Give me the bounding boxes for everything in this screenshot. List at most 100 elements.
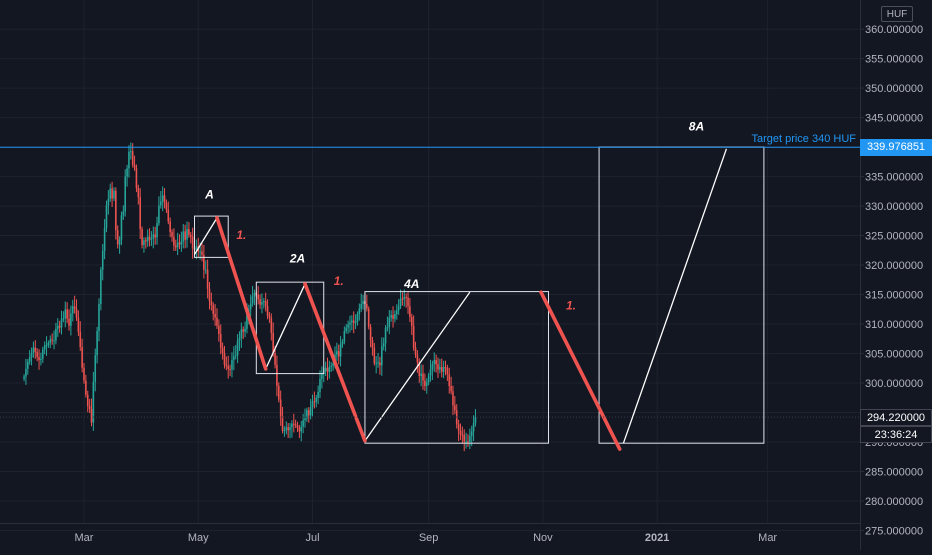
annotation-label: 1. [334, 274, 344, 288]
candle-up [204, 269, 207, 271]
candle-up [100, 269, 102, 304]
trendline-white [265, 283, 306, 370]
candle-down [66, 309, 68, 319]
candle-up [351, 320, 353, 323]
candle-up [328, 367, 331, 372]
candle-up [28, 357, 31, 362]
candle-up [403, 296, 406, 300]
candle-up [122, 211, 125, 216]
candle-up [354, 321, 357, 323]
candle-up [62, 318, 65, 320]
time-axis-label: May [188, 532, 209, 544]
range-box [364, 291, 550, 444]
candle-down [463, 434, 466, 442]
candle-up [199, 251, 201, 253]
candle-down [281, 416, 284, 431]
candle-down [229, 368, 231, 370]
candle-up [300, 426, 303, 432]
candle-up [465, 441, 467, 443]
candle-down [77, 317, 80, 332]
candle-down [219, 334, 222, 348]
candle-down [379, 362, 381, 366]
candle-up [246, 314, 248, 329]
candle-down [266, 306, 269, 316]
candle-down [292, 423, 295, 425]
candle-up [384, 328, 387, 344]
candle-down [184, 231, 186, 240]
candle-up [382, 343, 385, 347]
candle-up [425, 382, 428, 386]
candle-down [444, 367, 447, 369]
currency-label[interactable]: HUF [881, 6, 913, 22]
candle-up [49, 339, 52, 343]
candle-up [289, 427, 291, 431]
candle-down [223, 352, 226, 365]
candle-down [422, 373, 424, 381]
candle-up [231, 360, 233, 370]
candle-up [71, 306, 74, 314]
candle-up [362, 301, 364, 304]
candle-down [154, 234, 156, 238]
candle-down [298, 427, 301, 432]
target-price-badge: 339.976851 [860, 138, 932, 156]
range-box [255, 281, 325, 375]
candle-down [274, 352, 276, 365]
price-axis-label: 315.000000 [865, 290, 923, 302]
time-axis-label: Jul [305, 532, 319, 544]
candle-up [92, 381, 95, 423]
candle-down [221, 347, 224, 353]
price-axis-label: 300.000000 [865, 378, 923, 390]
candle-down [73, 306, 76, 309]
candle-down [407, 297, 409, 307]
candle-up [126, 168, 128, 177]
candle-down [139, 197, 141, 230]
candle-down [165, 203, 168, 210]
candle-up [304, 418, 306, 421]
candle-up [311, 401, 314, 408]
candle-up [386, 326, 389, 329]
candle-up [349, 322, 351, 325]
candle-up [253, 292, 256, 297]
candle-up [156, 223, 158, 238]
candle-down [268, 315, 271, 318]
candle-up [341, 341, 344, 345]
candle-up [238, 338, 241, 341]
candle-up [395, 310, 398, 315]
time-axis-label: 2021 [645, 532, 669, 544]
candle-up [70, 313, 72, 326]
candle-up [43, 345, 46, 350]
candle-down [145, 240, 147, 242]
candle-up [64, 309, 67, 319]
candle-up [283, 430, 286, 432]
annotation-label: 2A [289, 252, 305, 266]
time-axis: Mar May Jul Sep Nov 2021 Mar [75, 532, 778, 544]
candle-down [392, 315, 394, 319]
candle-down [38, 357, 40, 361]
candle-up [23, 376, 25, 379]
candle-down [279, 399, 282, 417]
candle-up [261, 302, 263, 305]
candle-countdown-badge: 23:36:24 [860, 425, 932, 443]
candle-up [427, 375, 430, 383]
candle-down [227, 365, 230, 369]
candle-down [51, 339, 53, 341]
candle-down [307, 410, 310, 416]
candle-up [358, 308, 361, 315]
candle-up [336, 351, 338, 355]
candle-down [270, 317, 273, 333]
candle-up [120, 215, 123, 240]
candle-down [277, 385, 280, 400]
candle-up [47, 342, 50, 346]
candle-down [174, 245, 177, 248]
candle-down [440, 367, 443, 372]
trendline-white [193, 217, 218, 255]
price-axis-label: 345.000000 [865, 113, 923, 125]
candle-down [326, 367, 329, 372]
candle-up [128, 151, 130, 169]
candle-down [86, 394, 89, 407]
candle-up [186, 229, 188, 240]
candle-down [191, 236, 194, 249]
candle-up [343, 331, 346, 342]
